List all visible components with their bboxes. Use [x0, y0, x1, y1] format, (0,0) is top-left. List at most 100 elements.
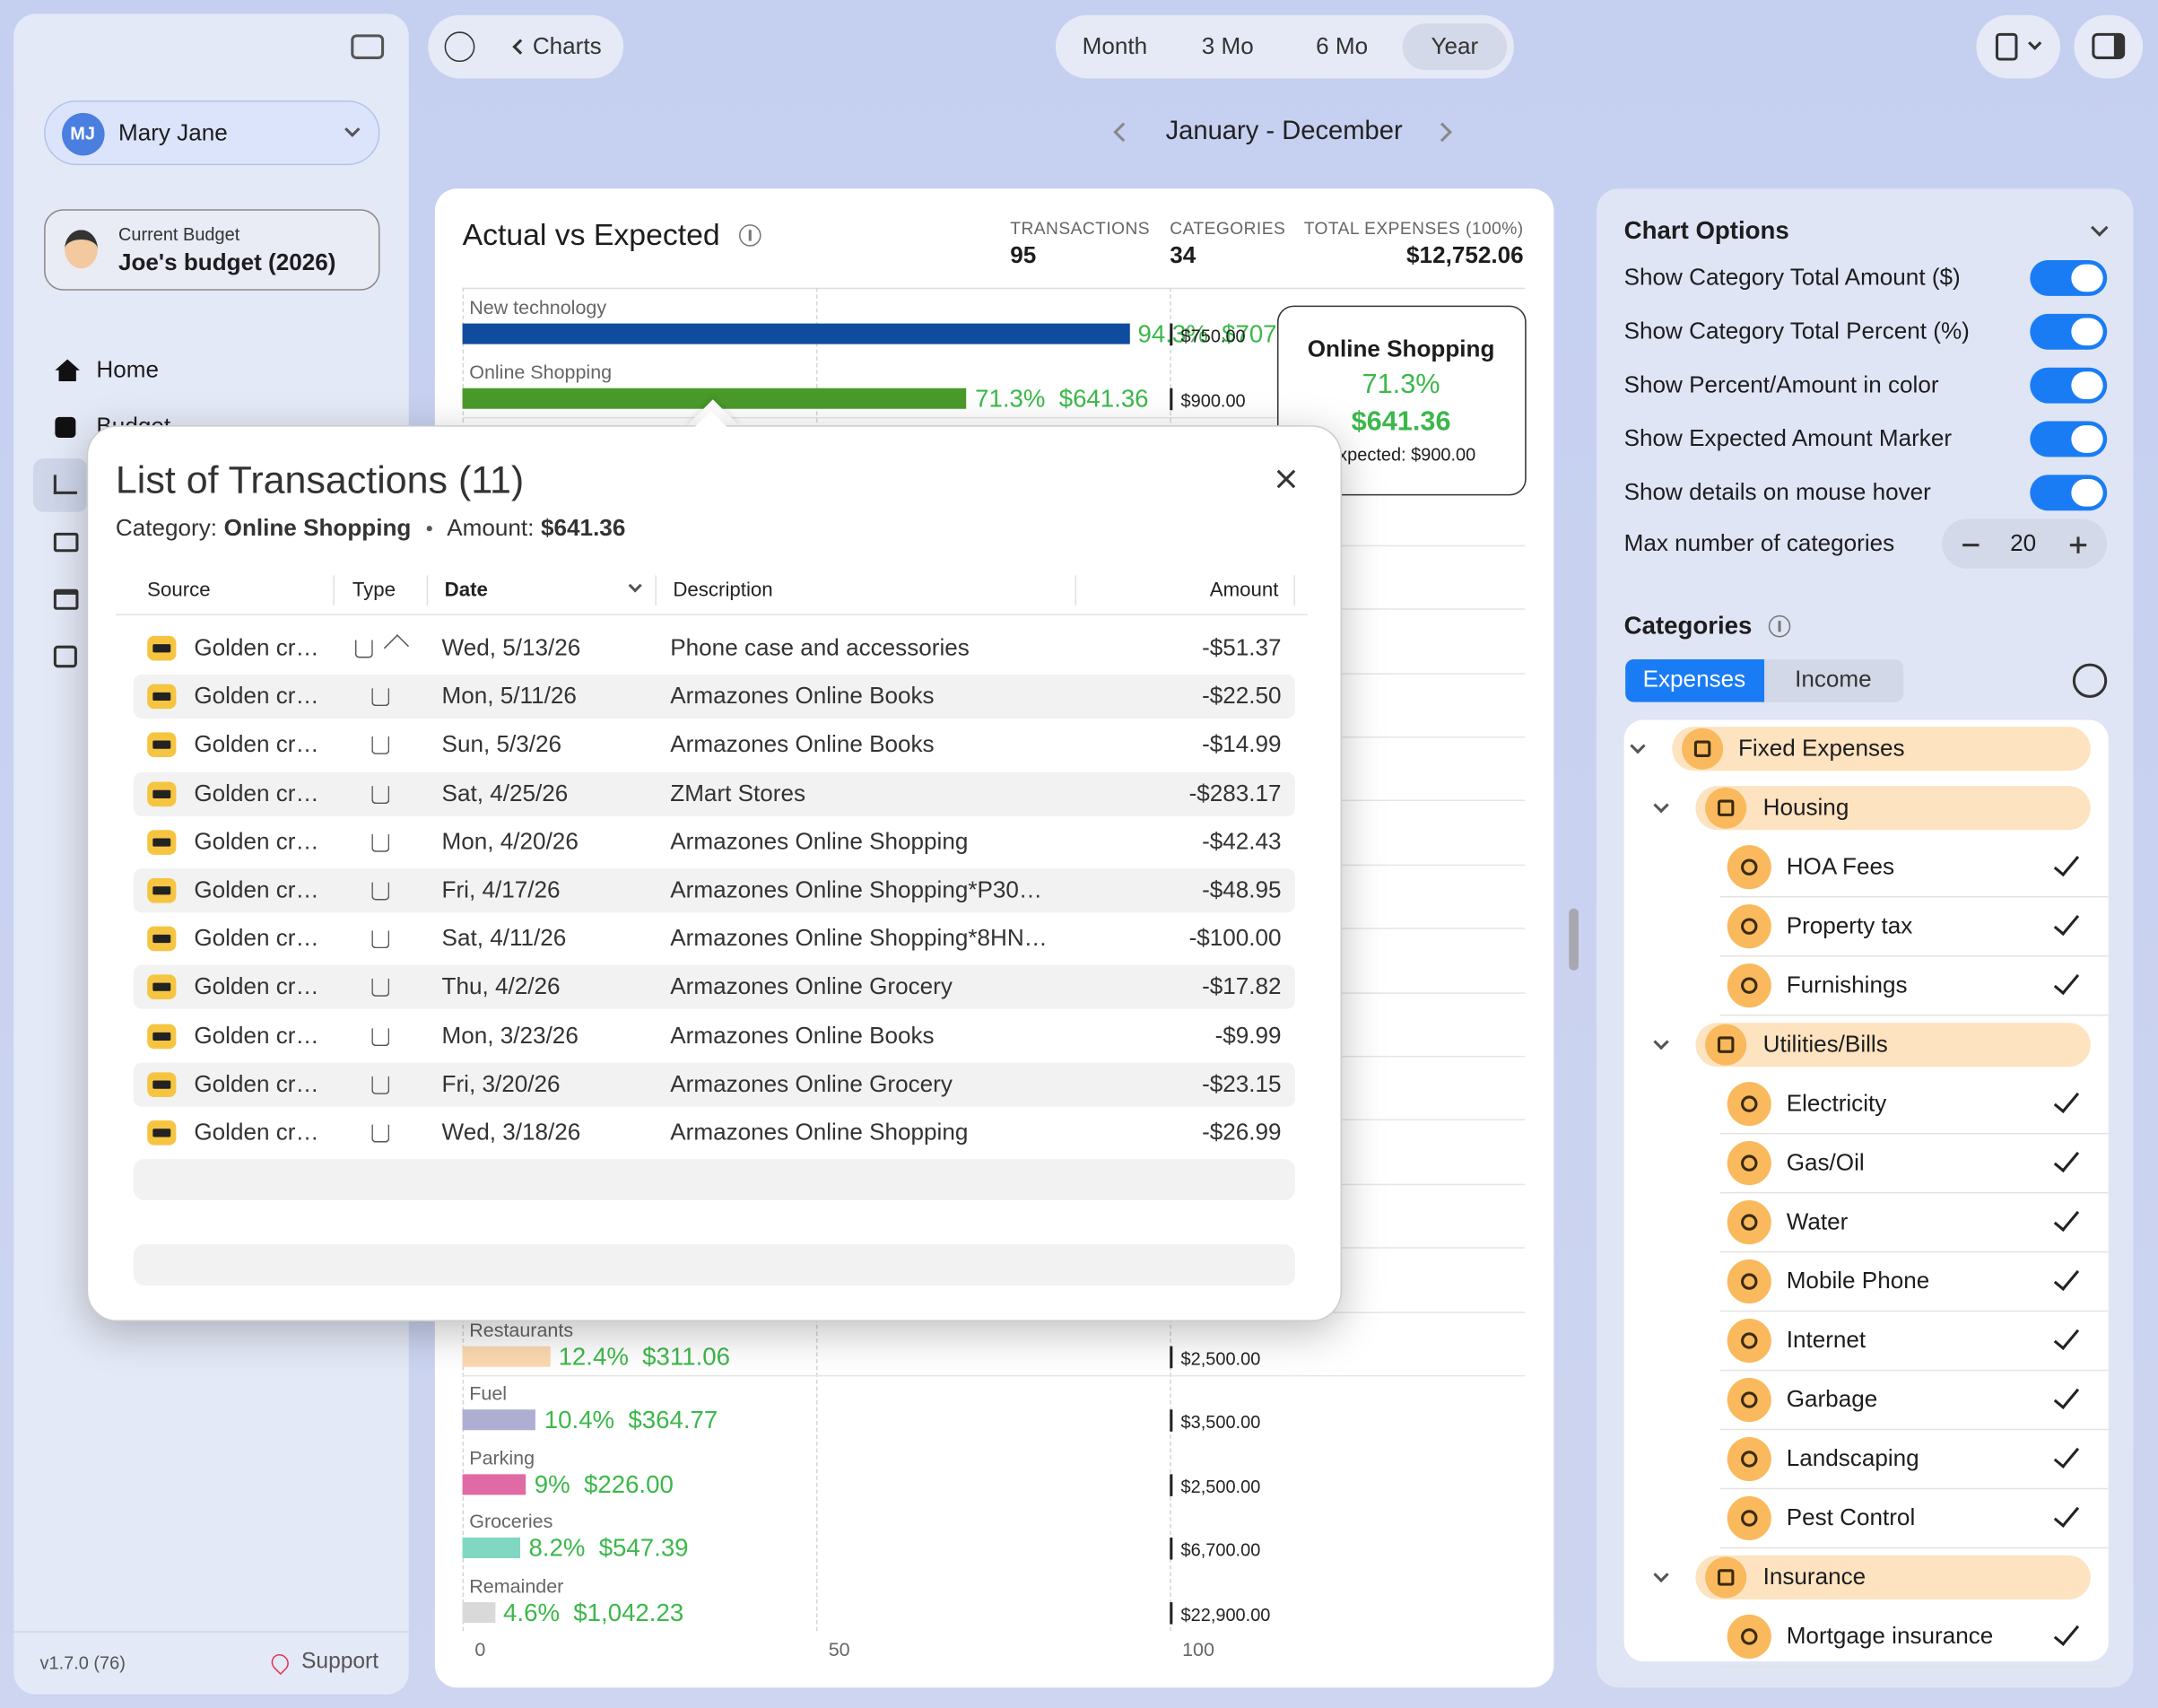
chevron [1113, 122, 1133, 143]
amount-label: $226.00 [583, 1470, 674, 1498]
amount: -$9.99 [1214, 1022, 1282, 1049]
support-link[interactable]: Support [301, 1650, 379, 1674]
card-icon-stripe [152, 1032, 171, 1041]
category-name: Remainder [469, 1573, 564, 1597]
category-name[interactable]: Gas/Oil [1786, 1149, 1865, 1176]
category-icon-glyph [1741, 1155, 1758, 1172]
scroll-indicator [1569, 908, 1579, 971]
category-name[interactable]: Mortgage insurance [1786, 1623, 1994, 1650]
category-group-name[interactable]: Housing [1762, 794, 1849, 821]
category-group-name[interactable]: Insurance [1762, 1564, 1866, 1590]
category-group-name[interactable]: Utilities/Bills [1762, 1031, 1888, 1058]
chart-title: Actual vs Expected [462, 217, 720, 252]
category-list [1623, 719, 2109, 1662]
date: Sat, 4/25/26 [441, 780, 569, 806]
category-name[interactable]: Property tax [1786, 912, 1913, 939]
expected-label: $22,900.00 [1180, 1603, 1271, 1625]
category-icon-glyph [1693, 740, 1711, 757]
inspector-icon [2092, 32, 2126, 59]
toggle-knob [2071, 318, 2103, 346]
percent-label: 94.3% [1137, 319, 1208, 348]
category-group-name[interactable]: Fixed Expenses [1737, 735, 1905, 762]
column-header[interactable]: Type [352, 579, 396, 602]
card-icon-stripe [152, 838, 171, 847]
category-name[interactable]: HOA Fees [1786, 853, 1895, 880]
column-header[interactable]: Date [444, 579, 488, 602]
card-icon-stripe [152, 935, 171, 944]
category-icon-glyph [1717, 1569, 1735, 1586]
period-option[interactable]: Year [1431, 32, 1479, 59]
category-separator [1720, 1250, 2109, 1253]
amount-label: $311.06 [642, 1342, 730, 1371]
amount: -$17.82 [1202, 973, 1282, 1000]
toggle-knob [2071, 425, 2103, 453]
source: Golden cr… [194, 1022, 319, 1049]
period-option[interactable]: 3 Mo [1201, 32, 1254, 59]
section-title: Categories [1623, 612, 1753, 640]
tab[interactable] [1625, 658, 1765, 702]
tooltip-title: Online Shopping [1307, 336, 1495, 362]
category-name[interactable]: Internet [1786, 1327, 1866, 1354]
empty-row [133, 1244, 1295, 1286]
category-name: New technology [469, 295, 607, 318]
source: Golden cr… [194, 828, 319, 855]
budget-avatar [65, 230, 98, 269]
option-label: Show Expected Amount Marker [1623, 425, 1953, 452]
category-icon [1682, 728, 1724, 770]
nav-item[interactable]: Home [96, 356, 160, 383]
category-name[interactable]: Furnishings [1786, 972, 1908, 998]
back-button[interactable]: Charts [532, 32, 602, 59]
period-option[interactable]: 6 Mo [1316, 32, 1369, 59]
import-icon [371, 979, 390, 998]
category-name[interactable]: Landscaping [1786, 1445, 1919, 1472]
info-icon [1768, 614, 1791, 638]
amount-label: Amount: [447, 514, 535, 542]
panel-title: Chart Options [1623, 216, 1789, 245]
category-separator [1720, 1487, 2109, 1490]
category-group [1672, 727, 2091, 771]
tab[interactable] [1764, 658, 1904, 702]
description: Armazones Online Grocery [670, 1070, 953, 1097]
category-separator [1720, 1369, 2109, 1372]
stepper-minus[interactable] [1962, 544, 1980, 547]
category-value: Online Shopping [223, 514, 412, 542]
category-name[interactable]: Pest Control [1786, 1504, 1916, 1531]
category-name[interactable]: Electricity [1786, 1090, 1887, 1117]
view-menu-button[interactable] [1976, 14, 2061, 79]
category-icon-glyph [1741, 1273, 1758, 1290]
category-icon-glyph [1741, 1628, 1758, 1645]
card-icon-stripe [152, 886, 171, 895]
help-button[interactable] [444, 31, 475, 63]
inspector-button[interactable] [2074, 14, 2144, 79]
sidebar-toggle[interactable] [351, 34, 385, 59]
empty-row [133, 1158, 1295, 1201]
charts-icon [53, 475, 77, 494]
nav-selected [32, 458, 89, 512]
more-button[interactable] [2072, 663, 2108, 698]
import-icon [371, 833, 390, 852]
column-header[interactable]: Source [147, 579, 211, 602]
import-icon [371, 785, 390, 804]
column-header[interactable]: Amount [1209, 579, 1279, 602]
category-name[interactable]: Water [1786, 1208, 1849, 1235]
amount-label: $1,042.23 [573, 1598, 684, 1626]
column-divider [1293, 575, 1295, 606]
expected-marker [1170, 1474, 1173, 1496]
tab-label: Expenses [1642, 666, 1746, 693]
import-icon [371, 688, 390, 707]
category-name[interactable]: Garbage [1786, 1386, 1878, 1413]
category-name[interactable]: Mobile Phone [1786, 1268, 1930, 1294]
expected-marker [1170, 1346, 1173, 1369]
card-icon-stripe [152, 1080, 171, 1089]
column-header[interactable]: Description [673, 579, 773, 602]
amount: -$26.99 [1202, 1119, 1282, 1146]
category-icon [1705, 1024, 1747, 1066]
source: Golden cr… [194, 634, 319, 661]
expected-label: $900.00 [1180, 390, 1246, 412]
chevron [1432, 122, 1452, 143]
category-separator [1720, 954, 2109, 957]
budget-card[interactable] [44, 209, 380, 291]
period-option[interactable]: Month [1082, 32, 1148, 59]
separator-dot [426, 526, 432, 532]
